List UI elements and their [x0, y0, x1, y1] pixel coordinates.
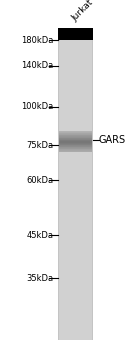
Text: GARS: GARS: [99, 135, 126, 145]
Bar: [59, 137, 92, 138]
Text: 75kDa: 75kDa: [26, 141, 53, 150]
Bar: [59, 148, 92, 149]
Bar: [59, 131, 92, 132]
Bar: [59, 133, 92, 134]
Bar: [59, 141, 92, 142]
Bar: [58, 28, 59, 340]
Text: 140kDa: 140kDa: [21, 61, 53, 70]
Bar: [59, 146, 92, 147]
Bar: [58, 28, 93, 340]
Text: 60kDa: 60kDa: [26, 176, 53, 185]
Bar: [59, 144, 92, 145]
Bar: [59, 138, 92, 139]
Bar: [59, 151, 92, 152]
Text: 35kDa: 35kDa: [26, 274, 53, 283]
Text: Jurkat: Jurkat: [70, 0, 95, 23]
Bar: [59, 134, 92, 135]
Text: 45kDa: 45kDa: [26, 231, 53, 240]
Bar: [59, 142, 92, 143]
Bar: [59, 145, 92, 146]
Bar: [59, 140, 92, 141]
Bar: [58, 28, 93, 40]
Text: 180kDa: 180kDa: [21, 36, 53, 45]
Bar: [92, 28, 93, 340]
Bar: [59, 132, 92, 133]
Bar: [59, 139, 92, 140]
Bar: [59, 135, 92, 136]
Bar: [59, 136, 92, 137]
Bar: [59, 150, 92, 151]
Text: 100kDa: 100kDa: [21, 102, 53, 111]
Bar: [59, 149, 92, 150]
Bar: [59, 143, 92, 144]
Bar: [59, 147, 92, 148]
